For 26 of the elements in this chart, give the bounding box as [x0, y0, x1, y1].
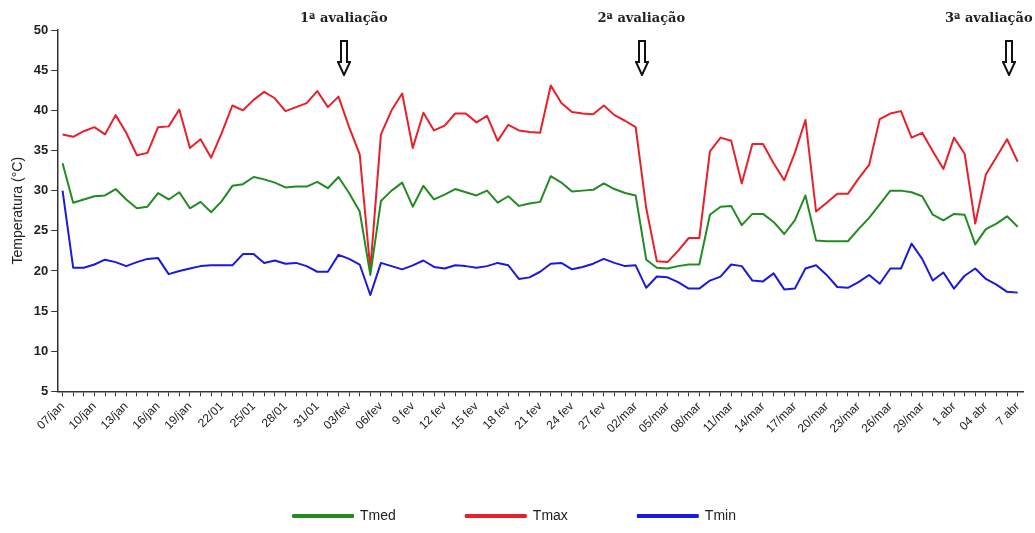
legend-label: Tmin — [704, 506, 736, 523]
text: 1ª avaliação — [300, 10, 388, 25]
x-tick-label: 1 abr — [929, 399, 959, 429]
y-tick-label: 20 — [33, 262, 49, 278]
x-tick-label: 9 fev — [388, 399, 418, 428]
y-tick-label: 40 — [33, 101, 49, 117]
x-tick-label: 12 fev — [416, 399, 450, 433]
x-tick-label: 21 fev — [511, 399, 545, 433]
y-tick-label: 5 — [41, 382, 49, 398]
legend-label: Tmed — [360, 506, 396, 523]
x-tick-label: 15 fev — [447, 399, 481, 433]
y-tick-label: 35 — [33, 142, 49, 158]
y-tick-label: 45 — [33, 61, 49, 77]
x-tick-label: 24 fev — [543, 399, 577, 433]
y-tick-label: 30 — [33, 182, 49, 198]
text: 3ª avaliação — [945, 10, 1033, 25]
y-tick-label: 10 — [33, 342, 49, 358]
legend-label: Tmax — [532, 506, 568, 523]
y-tick-label: 15 — [33, 302, 49, 318]
x-tick-label: 7 abr — [992, 399, 1023, 429]
y-tick-label: 25 — [33, 222, 49, 238]
y-tick-label: 50 — [33, 21, 49, 37]
x-tick-label: 18 fev — [479, 399, 513, 433]
x-tick-label: 04 abr — [956, 399, 991, 434]
y-axis-title: Temperatura (°C) — [9, 156, 26, 265]
text: 2ª avaliação — [597, 10, 686, 25]
